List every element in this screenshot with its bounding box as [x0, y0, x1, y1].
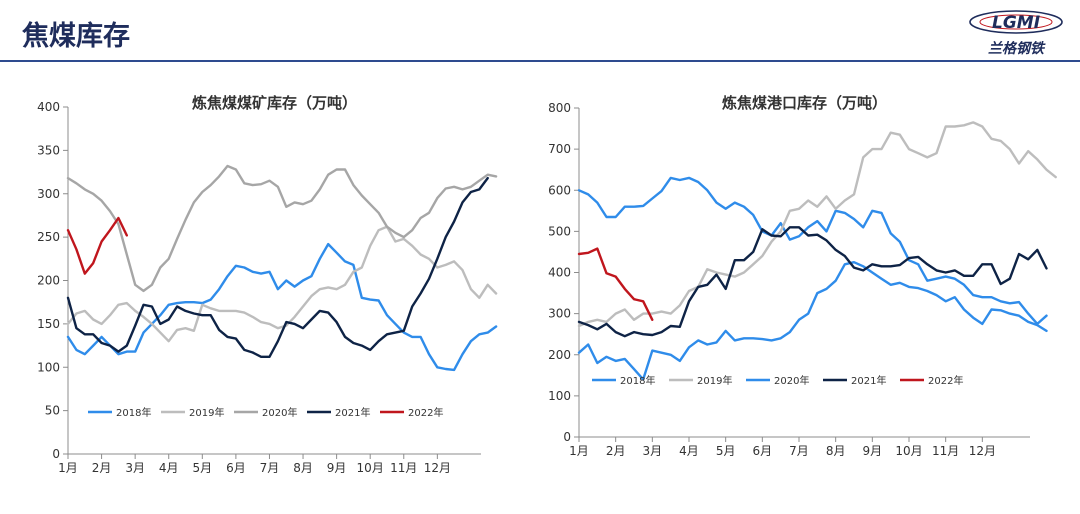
coking-coal-port-inventory-chart: 炼焦煤港口库存（万吨） 0 100 200 300 400 500 600 700 800 1月 2月…: [520, 70, 1080, 510]
y-tick-label: 400: [37, 100, 60, 114]
legend-label: 2021年: [851, 374, 886, 387]
legend-label: 2022年: [928, 374, 963, 387]
y-tick-label: 250: [37, 230, 60, 244]
x-tick-label: 9月: [863, 444, 883, 458]
x-tick-label: 7月: [260, 461, 280, 475]
y-tick-label: 100: [37, 360, 60, 374]
x-tick-label: 8月: [826, 444, 846, 458]
x-tick-label: 5月: [716, 444, 736, 458]
x-tick-label: 2月: [606, 444, 626, 458]
x-tick-label: 2月: [92, 461, 112, 475]
y-tick-label: 150: [37, 317, 60, 331]
y-tick-label: 200: [548, 348, 571, 362]
svg-text:兰格钢铁: 兰格钢铁: [988, 40, 1046, 57]
x-tick-label: 6月: [226, 461, 246, 475]
x-tick-label: 10月: [895, 444, 922, 458]
x-tick-label: 8月: [293, 461, 313, 475]
x-tick-label: 9月: [327, 461, 347, 475]
series-line-2020年: [66, 164, 498, 293]
title-divider: [0, 60, 1080, 62]
series-line-2020年: [577, 261, 1048, 381]
chart-title: 炼焦煤煤矿库存（万吨）: [192, 94, 357, 112]
port-inventory-svg: 炼焦煤港口库存（万吨） 0 100 200 300 400 500 600 700 800 1月 2月…: [548, 94, 1057, 458]
x-tick-label: 12月: [969, 444, 996, 458]
x-tick-label: 11月: [932, 444, 959, 458]
series-line-2021年: [577, 226, 1048, 338]
series-line-2018年: [66, 242, 498, 372]
y-tick-label: 300: [37, 187, 60, 201]
y-tick-label: 200: [37, 274, 60, 288]
x-tick-label: 1月: [569, 444, 589, 458]
coking-coal-mine-inventory-chart: 炼焦煤煤矿库存（万吨） 0 50 100 150 200 250 300 350 400 1月 2月 3…: [0, 70, 500, 510]
y-tick-label: 0: [563, 430, 571, 444]
y-tick-label: 500: [548, 224, 571, 238]
x-tick-label: 5月: [192, 461, 212, 475]
chart-title: 炼焦煤港口库存（万吨）: [722, 94, 887, 112]
series-line-2018年: [577, 176, 1048, 326]
x-tick-label: 11月: [390, 461, 417, 475]
svg-text:LGMI: LGMI: [992, 13, 1040, 33]
legend-label: 2020年: [774, 374, 809, 387]
legend-label: 2019年: [189, 406, 224, 419]
legend-label: 2020年: [262, 406, 297, 419]
y-tick-label: 0: [52, 447, 60, 461]
y-tick-label: 800: [548, 101, 571, 115]
y-tick-label: 400: [548, 266, 571, 280]
x-tick-label: 3月: [643, 444, 663, 458]
legend-label: 2018年: [620, 374, 655, 387]
series-line-2019年: [577, 121, 1057, 328]
series-line-2021年: [66, 176, 489, 358]
y-tick-label: 600: [548, 183, 571, 197]
series-line-2022年: [66, 216, 128, 275]
legend-label: 2019年: [697, 374, 732, 387]
y-tick-label: 50: [45, 404, 60, 418]
x-tick-label: 4月: [679, 444, 699, 458]
x-tick-label: 1月: [58, 461, 78, 475]
y-tick-label: 100: [548, 389, 571, 403]
y-tick-label: 300: [548, 307, 571, 321]
brand-logo: LGMI 兰格钢铁: [969, 10, 1063, 57]
x-tick-label: 4月: [159, 461, 179, 475]
x-tick-label: 12月: [424, 461, 451, 475]
y-tick-label: 700: [548, 142, 571, 156]
legend-label: 2021年: [335, 406, 370, 419]
legend-label: 2018年: [116, 406, 151, 419]
series-line-2022年: [577, 247, 654, 321]
y-tick-label: 350: [37, 143, 60, 157]
legend-label: 2022年: [408, 406, 443, 419]
x-tick-label: 3月: [125, 461, 145, 475]
x-tick-label: 7月: [789, 444, 809, 458]
x-tick-label: 10月: [357, 461, 384, 475]
page-title: 焦煤库存: [22, 21, 130, 52]
x-tick-label: 6月: [753, 444, 773, 458]
mine-inventory-svg: 炼焦煤煤矿库存（万吨） 0 50 100 150 200 250 300 350 400 1月 2月 3…: [37, 94, 498, 475]
